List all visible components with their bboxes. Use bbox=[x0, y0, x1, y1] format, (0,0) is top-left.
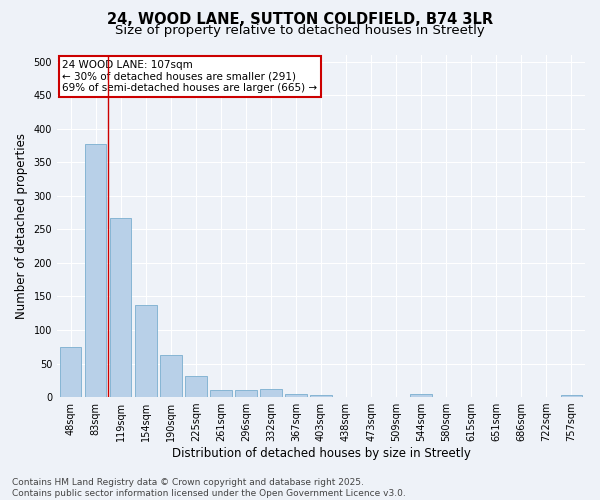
Bar bbox=[85, 144, 106, 397]
Bar bbox=[560, 395, 582, 397]
Bar bbox=[410, 394, 432, 397]
Bar bbox=[210, 390, 232, 397]
Bar bbox=[135, 305, 157, 397]
Text: Size of property relative to detached houses in Streetly: Size of property relative to detached ho… bbox=[115, 24, 485, 37]
Text: 24 WOOD LANE: 107sqm
← 30% of detached houses are smaller (291)
69% of semi-deta: 24 WOOD LANE: 107sqm ← 30% of detached h… bbox=[62, 60, 317, 94]
Text: Contains HM Land Registry data © Crown copyright and database right 2025.
Contai: Contains HM Land Registry data © Crown c… bbox=[12, 478, 406, 498]
Bar bbox=[60, 347, 82, 397]
Bar bbox=[235, 390, 257, 397]
Text: 24, WOOD LANE, SUTTON COLDFIELD, B74 3LR: 24, WOOD LANE, SUTTON COLDFIELD, B74 3LR bbox=[107, 12, 493, 28]
Bar bbox=[160, 356, 182, 397]
Bar bbox=[185, 376, 206, 397]
Y-axis label: Number of detached properties: Number of detached properties bbox=[15, 133, 28, 319]
Bar bbox=[260, 389, 281, 397]
Bar bbox=[286, 394, 307, 397]
Bar bbox=[310, 395, 332, 397]
Bar bbox=[110, 218, 131, 397]
X-axis label: Distribution of detached houses by size in Streetly: Distribution of detached houses by size … bbox=[172, 447, 470, 460]
